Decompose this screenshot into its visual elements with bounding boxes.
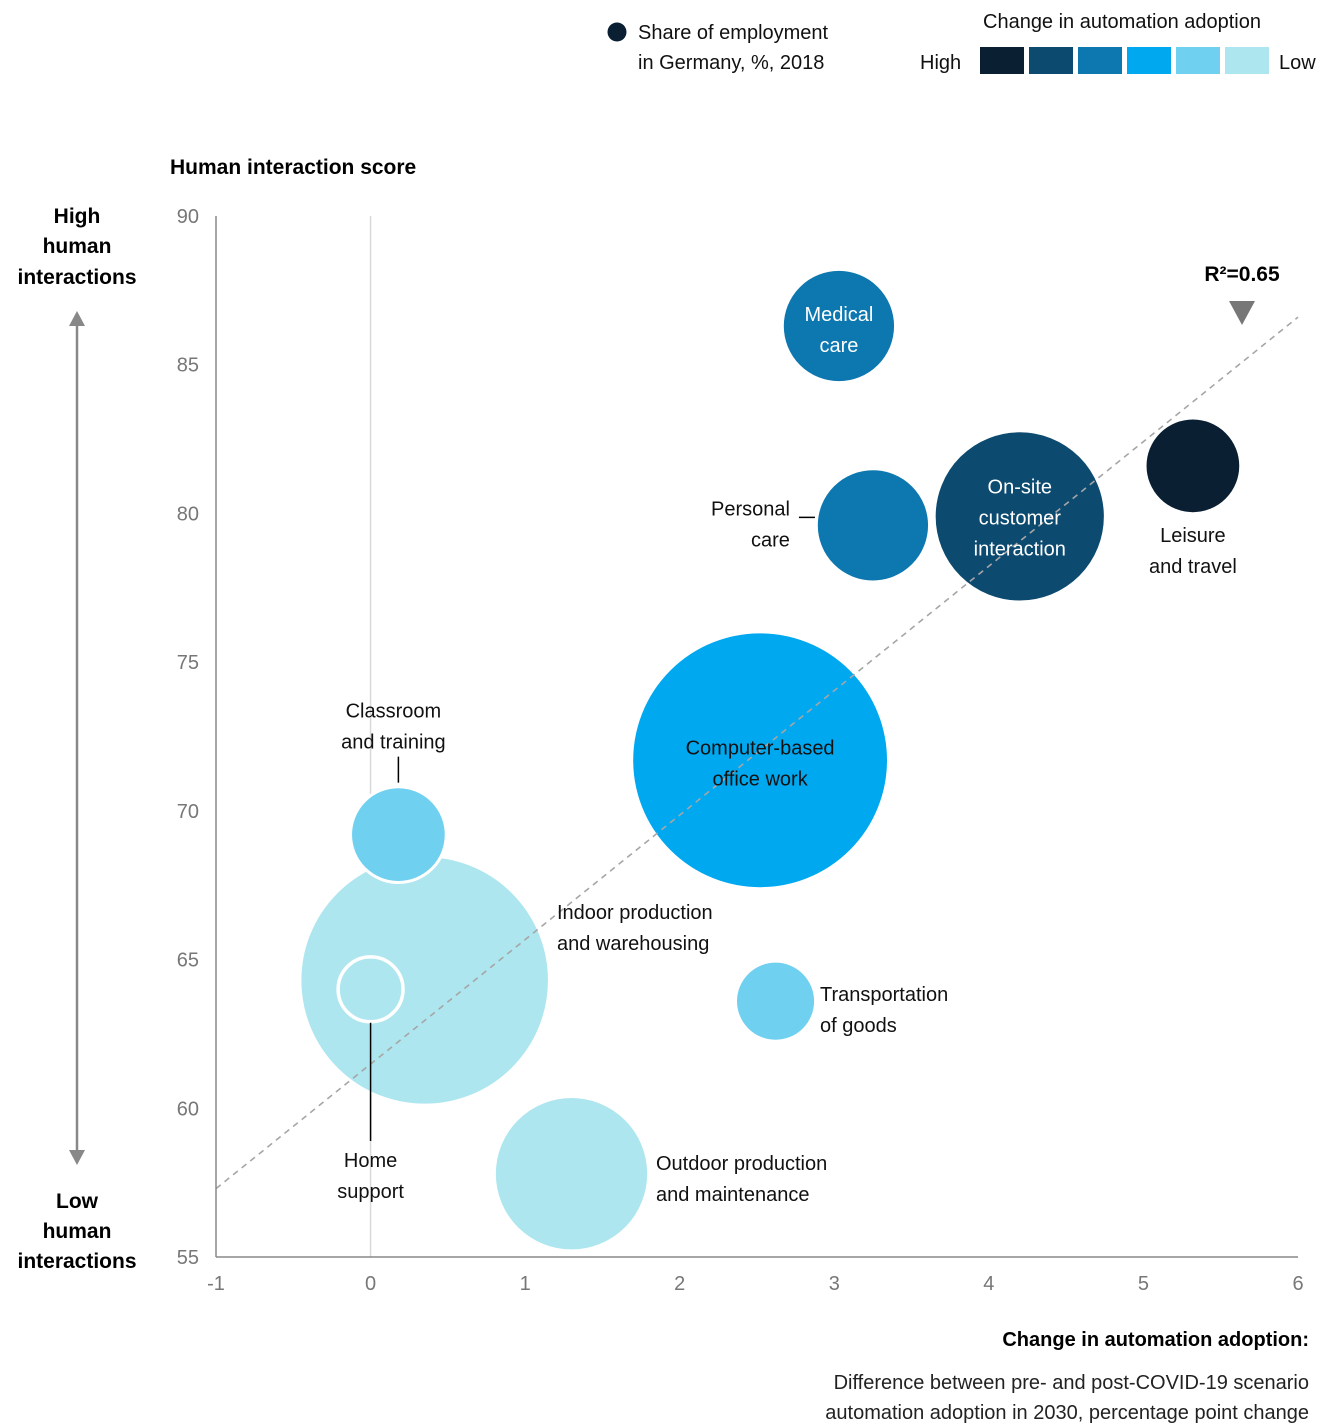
r-squared-annotation: R²=0.65: [1204, 263, 1280, 325]
bubble-label-computer-based-office-work: office work: [712, 768, 808, 790]
footer-note: Change in automation adoption: Differenc…: [825, 1329, 1309, 1424]
x-tick-label: 2: [674, 1273, 685, 1295]
y-high-line-1: High: [54, 205, 101, 228]
bubble-home-support: [336, 955, 405, 1024]
bubble-classroom-and-training: [349, 785, 448, 885]
bubble-label-transportation-of-goods: of goods: [820, 1015, 897, 1037]
bubble-label-classroom-and-training: and training: [341, 732, 446, 754]
y-high-line-2: human: [43, 235, 112, 258]
triangle-down-icon: [1229, 301, 1255, 325]
size-legend-dot: [607, 22, 627, 42]
bubble-personal-care: [814, 467, 932, 584]
color-swatch-3: [1127, 47, 1171, 74]
x-tick-label: 3: [829, 1273, 840, 1295]
y-low-line-1: Low: [56, 1190, 99, 1213]
x-tick-label: 4: [983, 1273, 994, 1295]
y-low-line-2: human: [43, 1220, 112, 1243]
bubbles: [298, 267, 1243, 1253]
footer-line-1: Difference between pre- and post-COVID-1…: [834, 1372, 1309, 1394]
bubble-label-transportation-of-goods: Transportation: [820, 984, 948, 1006]
y-axis-title: Human interaction score: [170, 156, 416, 179]
bubble-computer-based-office-work: [630, 630, 890, 891]
y-high-line-3: interactions: [17, 266, 136, 289]
y-tick-label: 75: [177, 652, 199, 674]
y-tick-label: 55: [177, 1247, 199, 1269]
x-tick-label: 5: [1138, 1273, 1149, 1295]
bubble-label-indoor-production: Indoor production: [557, 902, 713, 924]
x-tick-label: -1: [207, 1273, 225, 1295]
bubble-label-home-support: support: [337, 1181, 404, 1203]
bubble-label-outdoor-production: and maintenance: [656, 1184, 809, 1206]
r-squared-label: R²=0.65: [1204, 263, 1280, 286]
color-swatch-1: [1029, 47, 1073, 74]
bubble-label-leisure-and-travel: and travel: [1149, 556, 1237, 578]
color-legend-low: Low: [1279, 52, 1316, 74]
x-tick-label: 1: [520, 1273, 531, 1295]
bubble-label-personal-care: Personal: [711, 498, 790, 520]
bubble-label-medical-care: care: [819, 335, 858, 357]
size-legend-line-2: in Germany, %, 2018: [638, 52, 824, 74]
y-low-line-3: interactions: [17, 1250, 136, 1273]
footer-title: Change in automation adoption:: [1002, 1329, 1309, 1351]
bubble-leisure-and-travel: [1143, 416, 1243, 516]
color-swatch-4: [1176, 47, 1220, 74]
bubble-label-outdoor-production: Outdoor production: [656, 1153, 827, 1175]
y-high-annotation: High human interactions: [17, 205, 136, 289]
bubble-labels: Medical care On-site customer interaction Com…: [337, 304, 1237, 1206]
x-tick-label: 0: [365, 1273, 376, 1295]
color-legend-high: High: [920, 52, 961, 74]
trendline-path: [215, 316, 1299, 1190]
bubble-indoor-production-and-warehousing: [298, 854, 551, 1107]
bubble-medical-care: [780, 267, 898, 385]
bubble-label-computer-based-office-work: Computer-based: [686, 737, 835, 759]
bubble-label-personal-care: care: [751, 529, 790, 551]
x-tick-label: 6: [1292, 1273, 1303, 1295]
size-legend: Share of employment in Germany, %, 2018: [607, 22, 829, 74]
bubble-label-classroom-and-training: Classroom: [346, 701, 442, 723]
footer-line-2: automation adoption in 2030, percentage …: [825, 1402, 1309, 1424]
y-low-annotation: Low human interactions: [17, 1190, 136, 1273]
y-tick-label: 85: [177, 355, 199, 377]
color-legend: Change in automation adoption High Low: [920, 11, 1316, 74]
bubble-label-on-site-customer-interaction: interaction: [974, 538, 1066, 560]
y-direction-arrow: [69, 311, 85, 1165]
arrow-up-icon: [69, 311, 85, 326]
y-tick-label: 60: [177, 1098, 199, 1120]
bubble-label-home-support: Home: [344, 1150, 397, 1172]
color-legend-title: Change in automation adoption: [983, 11, 1261, 33]
color-swatch-2: [1078, 47, 1122, 74]
color-swatch-0: [980, 47, 1024, 74]
size-legend-line-1: Share of employment: [638, 22, 829, 44]
tick-labels: -1 0 1 2 3 4 5 6 90 85 80 75 70 65 60 55: [177, 206, 1304, 1295]
y-tick-label: 65: [177, 950, 199, 972]
bubble-label-indoor-production: and warehousing: [557, 933, 709, 955]
bubble-label-on-site-customer-interaction: customer: [979, 507, 1062, 529]
y-tick-label: 90: [177, 206, 199, 228]
bubble-transportation-of-goods: [734, 959, 818, 1043]
bubble-label-medical-care: Medical: [804, 304, 873, 326]
y-tick-label: 70: [177, 801, 199, 823]
trendline: [215, 316, 1299, 1190]
color-scale-swatches: [980, 47, 1269, 74]
axes: [215, 216, 1298, 1258]
color-swatch-5: [1225, 47, 1269, 74]
bubble-on-site-customer-interaction: [932, 429, 1107, 604]
bubble-label-on-site-customer-interaction: On-site: [988, 476, 1052, 498]
arrow-down-icon: [69, 1150, 85, 1165]
y-tick-label: 80: [177, 503, 199, 525]
bubble-outdoor-production-and-maintenance: [492, 1095, 651, 1253]
bubble-label-leisure-and-travel: Leisure: [1160, 525, 1226, 547]
